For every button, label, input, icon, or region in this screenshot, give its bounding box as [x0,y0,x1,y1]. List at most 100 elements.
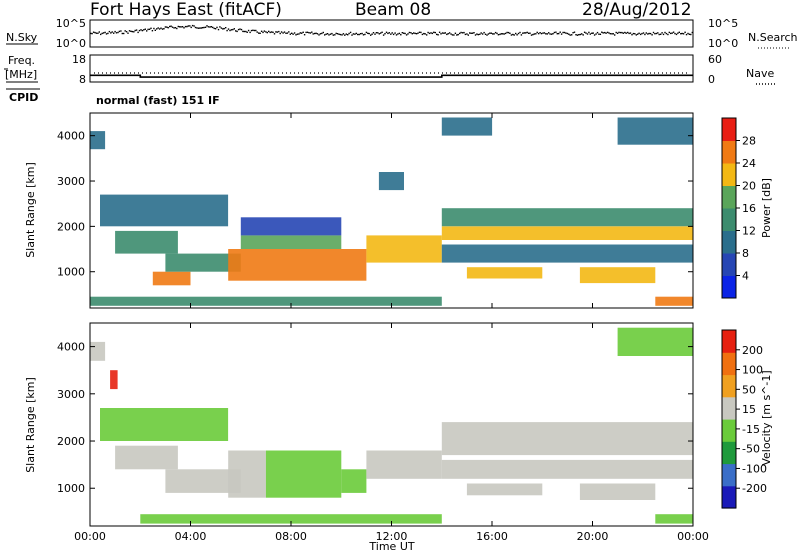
noise-point [506,31,508,34]
noise-point [609,33,612,35]
time-x-axis: 00:00 04:00 08:00 12:00 16:00 20:00 00:00 [74,113,709,543]
noise-point [540,32,543,35]
noise-point [291,32,293,34]
noise-point [285,32,287,34]
noise-point [507,31,510,34]
noise-point [559,31,561,33]
velocity-data [90,327,694,524]
noise-point [634,33,636,35]
freq-line [90,74,693,78]
nsky-label: N.Sky [6,31,38,44]
x-tick-label: 16:00 [476,530,508,543]
noise-point [602,32,604,34]
noise-point [176,27,178,30]
noise-point [229,29,231,32]
noise-point [470,32,472,34]
noise-point [662,33,665,36]
velocity-y-axis: 4000 3000 2000 1000 [57,341,693,495]
noise-point [321,32,323,35]
noise-point [325,33,327,35]
noise-point [191,24,194,27]
noise-point [164,26,167,28]
noise-point [431,32,434,35]
noise-point [678,31,680,33]
noise-point [509,32,511,34]
noise-point [466,33,468,35]
noise-point [644,33,646,36]
noise-point [481,33,484,35]
noise-point [266,31,268,34]
noise-point [661,32,663,34]
noise-point [624,31,626,34]
heatmap-region [655,514,693,524]
noise-point [120,30,122,32]
heatmap-region [441,244,694,263]
noise-point [410,32,412,34]
heatmap-region [165,469,241,493]
noise-point [137,31,139,34]
heatmap-region [466,483,543,496]
noise-point [545,33,547,35]
noise-point [566,32,569,35]
noise-point [193,25,195,27]
noise-point [441,32,444,34]
colorbar-swatch [722,208,736,231]
noise-point [619,31,622,34]
heatmap-region [579,483,656,500]
noise-point [101,32,103,35]
noise-point [169,25,171,28]
x-tick-label: 12:00 [376,530,408,543]
noise-point [94,31,96,34]
noise-point [91,32,93,35]
noise-point [588,31,590,34]
colorbar-swatch [722,374,736,398]
noise-point [196,27,198,29]
noise-point [299,32,301,34]
noise-point [90,32,92,35]
colorbar-tick-label: -200 [742,482,767,495]
noise-point [492,33,494,35]
noise-point [280,31,283,33]
noise-point [473,32,475,34]
noise-point [579,33,581,36]
noise-point [608,32,610,34]
heatmap-region [240,235,342,249]
heatmap-region [165,253,241,272]
noise-point [553,31,556,34]
noise-point [628,32,630,35]
heatmap-region [617,327,693,356]
noise-point [156,28,158,30]
noise-point [444,32,446,34]
noise-point [388,32,390,34]
colorbar-tick-label: 200 [742,344,763,357]
noise-point [282,32,284,34]
freq-label: Freq. [8,54,35,67]
noise-series [90,24,693,36]
noise-point [380,32,382,34]
heatmap-region [100,194,229,227]
x-tick-label: 00:00 [74,530,106,543]
noise-point [526,31,528,34]
heatmap-region [441,117,493,136]
noise-point [614,34,616,36]
noise-point [260,30,263,32]
noise-point [143,29,145,31]
velocity-colorbar-label: Velocity [m s^-1] [760,370,773,465]
noise-point [295,34,297,36]
y-tick-label: 3000 [57,175,85,188]
noise-point [111,31,113,33]
noise-point [486,34,488,36]
noise-point [124,30,126,32]
noise-point [615,31,617,34]
noise-point [177,25,179,28]
noise-point [549,33,551,35]
noise-point [150,27,152,29]
cpid-text: normal (fast) 151 IF [96,94,220,107]
noise-point [339,33,342,36]
noise-point [647,33,649,35]
colorbar-tick-label: 28 [742,135,756,148]
noise-point [688,33,691,35]
noise-point [408,31,411,34]
noise-point [237,28,240,31]
noise-point [504,32,507,35]
